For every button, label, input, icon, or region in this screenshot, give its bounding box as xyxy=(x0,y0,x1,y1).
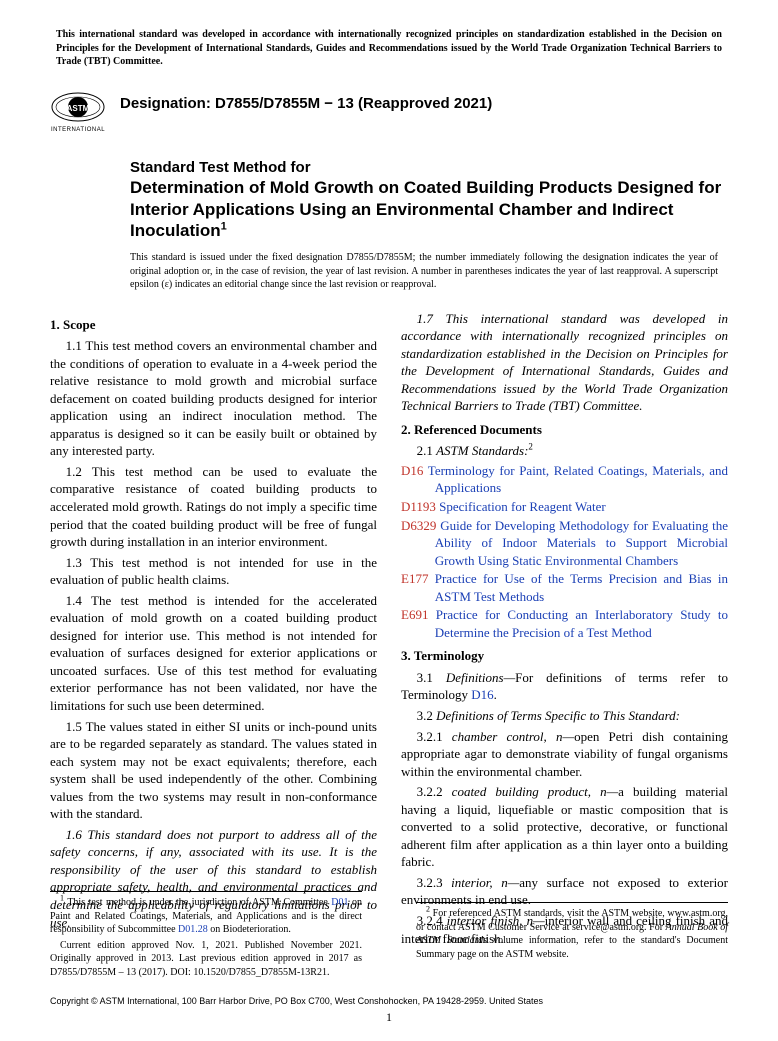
para-2-1: 2.1 ASTM Standards:2 xyxy=(401,442,728,460)
para-3-2-1: 3.2.1 chamber control, n—open Petri dish… xyxy=(401,728,728,781)
footnote-2: 2 For referenced ASTM standards, visit t… xyxy=(416,902,728,963)
reference-item: E691 Practice for Conducting an Interlab… xyxy=(401,606,728,641)
copyright: Copyright © ASTM International, 100 Barr… xyxy=(50,995,543,1007)
para-1-4: 1.4 The test method is intended for the … xyxy=(50,592,377,715)
svg-text:ASTM: ASTM xyxy=(67,104,90,113)
reference-item: D16 Terminology for Paint, Related Coati… xyxy=(401,462,728,497)
para-1-1: 1.1 This test method covers an environme… xyxy=(50,337,377,460)
svg-text:INTERNATIONAL: INTERNATIONAL xyxy=(51,127,105,133)
footnote-1: 1 This test method is under the jurisdic… xyxy=(50,891,362,981)
reference-item: D6329 Guide for Developing Methodology f… xyxy=(401,517,728,570)
top-notice: This international standard was develope… xyxy=(50,28,728,69)
para-3-2: 3.2 Definitions of Terms Specific to Thi… xyxy=(401,707,728,725)
header: ASTM INTERNATIONAL Designation: D7855/D7… xyxy=(50,83,728,139)
body-columns: 1. Scope 1.1 This test method covers an … xyxy=(50,310,728,950)
para-1-5: 1.5 The values stated in either SI units… xyxy=(50,718,377,823)
references-list: D16 Terminology for Paint, Related Coati… xyxy=(401,462,728,641)
title-block: Standard Test Method for Determination o… xyxy=(130,159,728,242)
reference-item: E177 Practice for Use of the Terms Preci… xyxy=(401,570,728,605)
astm-logo: ASTM INTERNATIONAL xyxy=(50,83,106,139)
title-pre: Standard Test Method for xyxy=(130,159,728,178)
para-3-1: 3.1 Definitions—For definitions of terms… xyxy=(401,669,728,704)
designation: Designation: D7855/D7855M − 13 (Reapprov… xyxy=(120,94,492,114)
para-1-7: 1.7 This international standard was deve… xyxy=(401,310,728,415)
section-2-head: 2. Referenced Documents xyxy=(401,421,728,439)
reference-item: D1193 Specification for Reagent Water xyxy=(401,498,728,516)
para-1-2: 1.2 This test method can be used to eval… xyxy=(50,463,377,551)
title-main: Determination of Mold Growth on Coated B… xyxy=(130,177,728,241)
section-3-head: 3. Terminology xyxy=(401,647,728,665)
page-number: 1 xyxy=(0,1009,778,1025)
para-3-2-2: 3.2.2 coated building product, n—a build… xyxy=(401,783,728,871)
para-1-3: 1.3 This test method is not intended for… xyxy=(50,554,377,589)
issue-note: This standard is issued under the fixed … xyxy=(130,251,728,292)
section-1-head: 1. Scope xyxy=(50,316,377,334)
